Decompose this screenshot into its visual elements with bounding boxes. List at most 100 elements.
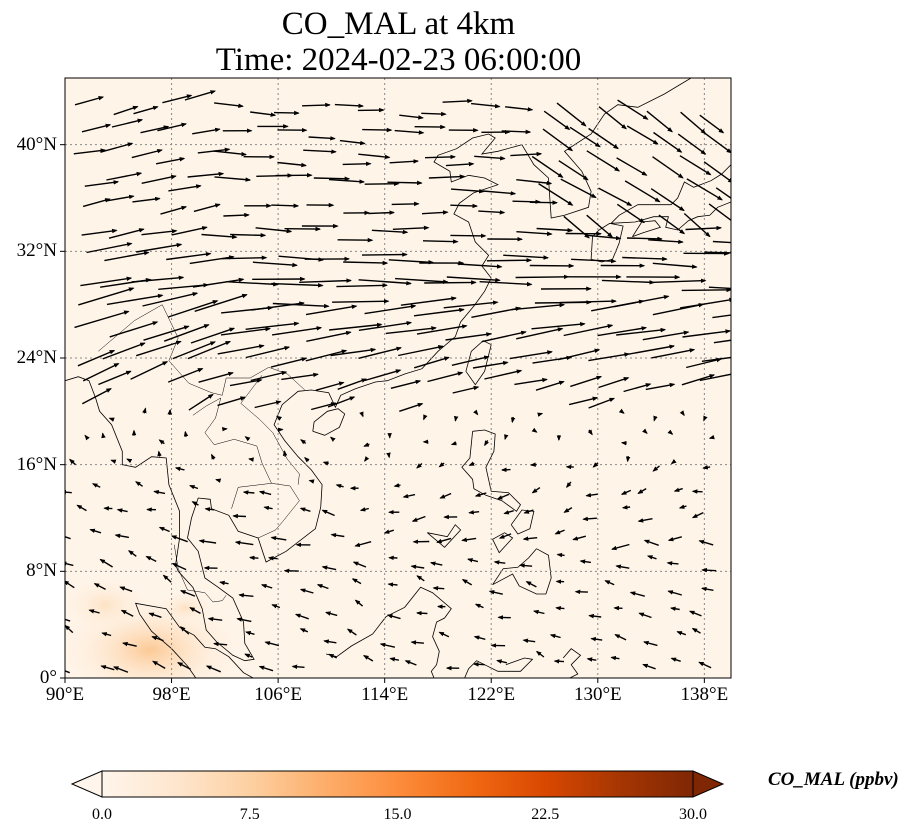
wind-vector [553, 659, 565, 664]
wind-vector [533, 609, 545, 615]
wind-vector [522, 536, 538, 541]
wind-vector [152, 660, 166, 670]
wind-vector [450, 203, 479, 209]
wind-vector [679, 410, 685, 417]
wind-vector [300, 439, 307, 445]
wind-vector [653, 131, 683, 153]
wind-vector [509, 350, 553, 360]
wind-vector [328, 653, 337, 659]
wind-vector [126, 458, 133, 464]
wind-vector [81, 123, 112, 133]
wind-vector [598, 187, 633, 207]
wind-vector [699, 114, 725, 134]
wind-vector [531, 155, 564, 178]
wind-vector [708, 203, 731, 225]
wind-vector [468, 461, 475, 466]
wind-vector [141, 174, 177, 184]
wind-vector [170, 535, 188, 543]
wind-vector [358, 153, 391, 160]
wind-vector [557, 348, 601, 361]
wind-vector [648, 239, 684, 245]
wind-vector [101, 632, 112, 637]
wind-vector [604, 580, 615, 586]
wind-vector [354, 599, 364, 607]
wind-vector [516, 327, 564, 340]
wind-vector [108, 417, 115, 422]
wind-vector [504, 434, 509, 441]
wind-vector [423, 414, 428, 421]
wind-vector [183, 430, 189, 437]
wind-vector [145, 555, 157, 563]
wind-vector [204, 507, 215, 512]
wind-vector [704, 251, 731, 254]
wind-vector [305, 349, 348, 362]
wind-vector [708, 286, 731, 290]
wind-vector [212, 641, 228, 647]
map-frame [64, 77, 732, 679]
wind-vector [511, 302, 566, 311]
wind-vector [413, 356, 450, 369]
wind-vector [637, 518, 653, 523]
wind-vector [358, 279, 412, 286]
coastline [134, 602, 255, 678]
wind-vector [82, 198, 111, 208]
wind-vector [81, 228, 118, 236]
wind-vector [155, 157, 186, 165]
wind-vector [560, 178, 597, 199]
wind-vector [620, 489, 632, 495]
wind-vector [198, 539, 217, 544]
wind-vector [133, 105, 159, 115]
wind-vector [410, 640, 424, 645]
wind-vector [73, 148, 107, 155]
wind-vector [267, 556, 278, 561]
wind-vector [652, 465, 660, 472]
wind-vector [554, 529, 565, 535]
colorbar-tick-label: 7.5 [239, 806, 260, 823]
plot-title-line-1: CO_MAL at 4km [281, 6, 516, 42]
wind-vector [236, 617, 252, 623]
wind-vector [473, 409, 479, 416]
wind-vector [143, 325, 190, 341]
wind-vector [113, 105, 139, 116]
coastline [65, 78, 692, 662]
wind-vector [505, 106, 534, 112]
wind-vector [678, 504, 687, 509]
wind-vector [558, 160, 589, 181]
wind-vector [120, 609, 134, 617]
wind-vector [131, 148, 163, 159]
wind-vector [299, 588, 314, 594]
wind-vector [387, 180, 423, 186]
wind-vector [162, 94, 193, 104]
wind-vector [503, 510, 514, 515]
wind-vector [359, 411, 364, 418]
wind-vector [683, 212, 711, 238]
wind-vector [680, 111, 707, 135]
wind-vector [416, 575, 425, 582]
wind-vector [523, 509, 534, 514]
wind-vector [65, 670, 70, 674]
wind-vector [679, 297, 731, 309]
wind-vector [291, 664, 305, 669]
wind-vector [273, 110, 300, 116]
wind-vector [98, 370, 132, 386]
wind-vector [712, 314, 731, 319]
wind-vector [189, 255, 235, 265]
wind-vector [691, 627, 701, 634]
wind-vector [188, 393, 214, 411]
lon-tick-label: 98°E [152, 684, 191, 705]
wind-vector [666, 561, 679, 566]
wind-vector [450, 441, 457, 446]
wind-vector [215, 478, 222, 483]
wind-vector [702, 131, 731, 154]
wind-vector [611, 543, 630, 551]
wind-vector [207, 616, 223, 622]
wind-vector [106, 171, 143, 181]
wind-vector [391, 201, 420, 207]
wind-vector [119, 586, 133, 592]
wind-vector [205, 665, 221, 673]
wind-vector [148, 612, 162, 618]
wind-vector [531, 487, 541, 494]
lat-tick-label: 16°N [16, 453, 57, 475]
wind-vector [422, 239, 459, 244]
wind-vector [65, 561, 74, 567]
